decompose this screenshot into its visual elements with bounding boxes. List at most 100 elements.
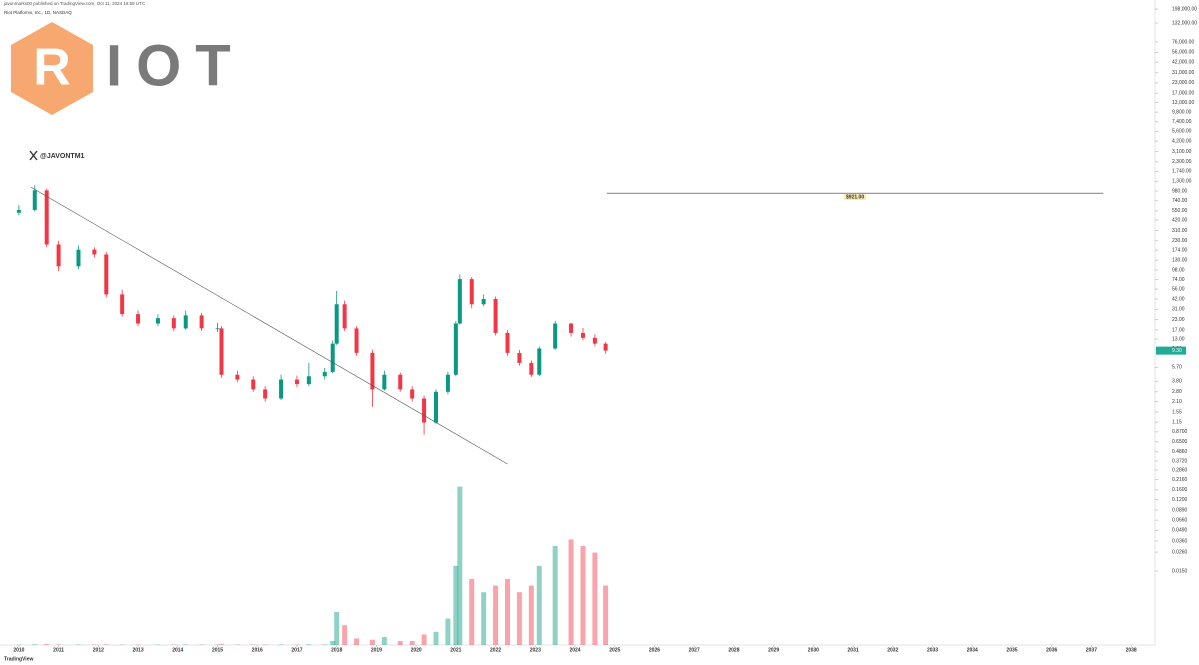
candle-body bbox=[199, 315, 204, 329]
volume-bar bbox=[536, 565, 542, 645]
volume-bar bbox=[481, 592, 487, 645]
candle-body bbox=[370, 352, 375, 390]
x-tick-label: 2023 bbox=[530, 647, 541, 653]
volume-bar bbox=[445, 618, 451, 645]
volume-bar bbox=[528, 585, 534, 645]
candle-body bbox=[354, 328, 359, 353]
x-tick-label: 2013 bbox=[132, 647, 143, 653]
candle-body bbox=[580, 332, 585, 338]
y-tick-label: 17,000.00 bbox=[1172, 91, 1194, 97]
y-tick-label: 4,200.00 bbox=[1172, 138, 1192, 144]
y-tick-label: 0.0150 bbox=[1172, 568, 1188, 574]
candle-body bbox=[322, 371, 327, 377]
y-tick-label: 310.00 bbox=[1172, 228, 1188, 234]
volume-bar bbox=[32, 644, 38, 645]
y-tick-label: 0.2160 bbox=[1172, 477, 1188, 483]
candle-body bbox=[171, 318, 176, 329]
candle-body bbox=[529, 362, 534, 375]
y-tick-label: 198,000.00 bbox=[1172, 6, 1197, 12]
y-tick-label: 420.00 bbox=[1172, 217, 1188, 223]
volume-bar bbox=[369, 639, 375, 645]
volume-bar bbox=[306, 644, 312, 645]
volume-bar bbox=[44, 644, 50, 645]
volume-bar bbox=[56, 644, 62, 645]
volume-bar bbox=[381, 637, 387, 645]
y-tick-label: 42,000.00 bbox=[1172, 60, 1194, 66]
candle-body bbox=[537, 348, 542, 375]
x-icon-stroke bbox=[29, 150, 38, 161]
volume-bar bbox=[580, 546, 586, 645]
candle-body bbox=[493, 298, 498, 333]
volume-bar bbox=[342, 625, 348, 645]
candle-body bbox=[505, 332, 510, 353]
y-tick-label: 3,100.00 bbox=[1172, 149, 1192, 155]
x-tick-label: 2027 bbox=[689, 647, 700, 653]
volume-bar bbox=[354, 638, 360, 645]
x-tick-label: 2025 bbox=[609, 647, 620, 653]
candle-body bbox=[215, 328, 220, 330]
volume-bar bbox=[516, 592, 522, 645]
y-tick-label: 2,300.00 bbox=[1172, 159, 1192, 165]
x-tick-label: 2015 bbox=[212, 647, 223, 653]
candle-body bbox=[457, 279, 462, 324]
y-tick-label: 0.0660 bbox=[1172, 518, 1188, 524]
y-tick-label: 1.55 bbox=[1172, 409, 1182, 415]
y-tick-label: 17.00 bbox=[1172, 327, 1185, 333]
candle-body bbox=[334, 304, 339, 344]
logo-text: IOT bbox=[106, 33, 245, 98]
footer: TradingView bbox=[4, 656, 33, 662]
x-tick-label: 2018 bbox=[331, 647, 342, 653]
symbol-line: Riot Platforms, Inc., 1D, NASDAQ bbox=[4, 10, 72, 15]
x-tick-label: 2024 bbox=[569, 647, 580, 653]
y-tick-label: 23,000.00 bbox=[1172, 80, 1194, 86]
x-tick-label: 2017 bbox=[291, 647, 302, 653]
y-tick-label: 13,000.00 bbox=[1172, 100, 1194, 106]
candle-body bbox=[330, 343, 335, 372]
candle-body bbox=[433, 391, 438, 423]
x-tick-label: 2036 bbox=[1046, 647, 1057, 653]
x-tick-label: 2031 bbox=[848, 647, 859, 653]
logo: R IOT bbox=[11, 22, 245, 115]
x-tick-label: 2037 bbox=[1086, 647, 1097, 653]
y-tick-label: 174.00 bbox=[1172, 248, 1188, 254]
candle-body bbox=[251, 379, 256, 390]
volume-bar bbox=[568, 539, 574, 645]
x-tick-label: 2028 bbox=[728, 647, 739, 653]
candle-body bbox=[32, 190, 37, 210]
candle-body bbox=[16, 209, 21, 213]
volume-bar bbox=[278, 644, 284, 645]
candle-body bbox=[342, 304, 347, 329]
last-price-marker bbox=[1156, 346, 1186, 355]
candle-body bbox=[183, 315, 188, 329]
candle-body bbox=[279, 379, 284, 399]
candle-body bbox=[56, 244, 61, 267]
y-tick-label: 5.70 bbox=[1172, 365, 1182, 371]
y-tick-label: 5,600.00 bbox=[1172, 129, 1192, 135]
candle-body bbox=[382, 374, 387, 390]
candle-body bbox=[76, 249, 81, 267]
x-tick-label: 2038 bbox=[1126, 647, 1137, 653]
candle-body bbox=[569, 323, 574, 333]
candle-body bbox=[453, 323, 458, 375]
y-tick-label: 0.0360 bbox=[1172, 538, 1188, 544]
candle-body bbox=[155, 318, 160, 324]
volume-bar bbox=[330, 641, 336, 645]
candle-body bbox=[263, 389, 268, 399]
x-tick-label: 2016 bbox=[252, 647, 263, 653]
y-tick-label: 0.1600 bbox=[1172, 487, 1188, 493]
y-tick-label: 13.00 bbox=[1172, 336, 1185, 342]
trendline bbox=[30, 186, 508, 465]
volume-bar bbox=[504, 579, 510, 645]
logo-letter: R bbox=[33, 39, 71, 97]
x-tick-label: 2019 bbox=[371, 647, 382, 653]
volume-bar bbox=[421, 634, 427, 645]
volume-bar bbox=[603, 585, 609, 645]
y-tick-label: 0.2860 bbox=[1172, 467, 1188, 473]
x-tick-label: 2020 bbox=[411, 647, 422, 653]
candle-body bbox=[306, 376, 311, 385]
y-tick-label: 7,400.00 bbox=[1172, 119, 1192, 125]
y-tick-label: 1,740.00 bbox=[1172, 169, 1192, 175]
candle-body bbox=[517, 352, 522, 363]
